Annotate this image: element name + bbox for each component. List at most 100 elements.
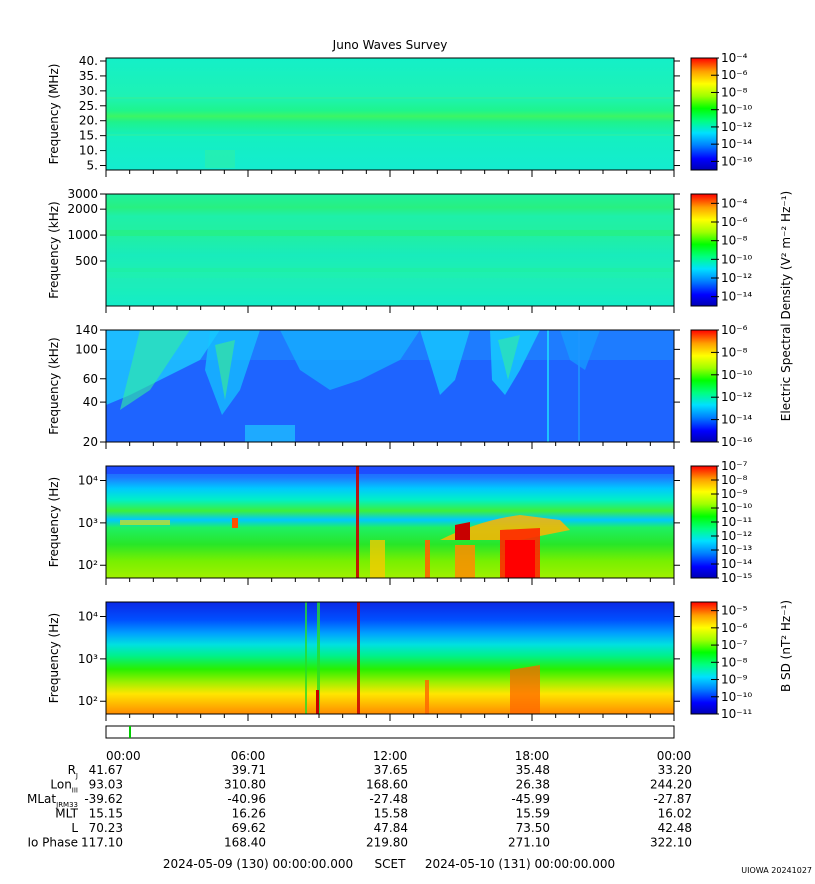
magnetic-colorbar-label: B SD (nT² Hz⁻¹) [779,600,793,692]
panel-medium-frequency [106,194,674,306]
ephemeris-row-label: MLT [55,807,78,821]
panel5-y-axis-label: Frequency (Hz) [47,613,61,704]
generated-axes: 5.10.15.20.25.30.35.40. Frequency (MHz) 10… [27,51,752,850]
ephemeris-value: 41.67 [89,763,123,777]
panel5-colorbar-tick-label: 10⁻⁸ [721,655,748,669]
panel5-colorbar-tick-label: 10⁻⁵ [721,604,748,618]
panel4-colorbar-tick-label: 10⁻⁹ [721,487,748,501]
panel1-y-tick-label: 20. [79,114,98,128]
time-label: 12:00 [373,749,408,763]
panel1-y-tick-label: 25. [79,99,98,113]
panel1-colorbar-tick-label: 10⁻¹⁶ [721,154,752,168]
panel4-y-tick-label: 10² [78,558,98,572]
panel1-y-tick-label: 5. [87,159,98,173]
ephemeris-row-label: L [71,821,78,835]
panel3-colorbar [690,329,718,443]
time-label: 06:00 [231,749,266,763]
panel3-features [106,330,674,442]
panel3-y-tick-label: 40 [83,395,98,409]
panel4-colorbar-tick-label: 10⁻¹⁵ [721,571,752,585]
panel1-colorbar-tick-label: 10⁻⁴ [721,51,748,65]
ephemeris-value: 15.15 [89,807,123,821]
panel1-colorbar-tick-label: 10⁻⁸ [721,85,748,99]
ephemeris-value: -45.99 [511,792,550,806]
panel4-colorbar-tick-label: 10⁻¹³ [721,543,752,557]
panel2-colorbar-tick-label: 10⁻¹⁴ [721,290,752,304]
panel3-colorbar-tick-label: 10⁻⁶ [721,323,748,337]
panel2-features [106,230,674,288]
time-label: 00:00 [106,749,141,763]
ephemeris-value: -40.96 [227,792,266,806]
ephemeris-value: 168.60 [366,778,408,792]
ephemeris-value: 16.26 [232,807,266,821]
panel2-y-tick-label: 1000 [67,228,98,242]
panel1-y-axis-label: Frequency (MHz) [47,64,61,165]
panel5-colorbar [690,601,718,715]
ephemeris-value: 70.23 [89,821,123,835]
panel-magnetic-hz [106,602,674,714]
chart-title: Juno Waves Survey [332,38,448,52]
ephemeris-value: -27.87 [653,792,692,806]
ephemeris-value: -39.62 [84,792,123,806]
panel4-colorbar-tick-label: 10⁻¹⁴ [721,557,752,571]
ephemeris-value: 47.84 [374,821,408,835]
time-label: 00:00 [657,749,692,763]
ephemeris-value: 42.48 [658,821,692,835]
panel-low-frequency-khz [106,330,674,442]
panel2-y-axis-label: Frequency (kHz) [47,201,61,298]
credit-label: UIOWA 20241027 [741,866,812,875]
ephemeris-value: 69.62 [232,821,266,835]
panel4-colorbar-tick-label: 10⁻⁸ [721,473,748,487]
panel2-colorbar-tick-label: 10⁻⁶ [721,215,748,229]
panel2-y-tick-label: 2000 [67,202,98,216]
panel1-y-tick-label: 40. [79,54,98,68]
panel3-colorbar-tick-label: 10⁻¹⁰ [721,368,752,382]
ephemeris-value: 35.48 [516,763,550,777]
panel5-colorbar-tick-label: 10⁻⁷ [721,638,748,652]
panel5-y-tick-label: 10⁴ [78,610,98,624]
ephemeris-value: 244.20 [650,778,692,792]
panel5-colorbar-tick-label: 10⁻⁹ [721,673,748,687]
panel5-y-tick-label: 10² [78,694,98,708]
panel2-colorbar-tick-label: 10⁻¹⁰ [721,252,752,266]
panel4-y-tick-label: 10⁴ [78,474,98,488]
panel3-y-tick-label: 20 [83,435,98,449]
ephemeris-value: 271.10 [508,836,550,850]
ephemeris-value: -27.48 [369,792,408,806]
electric-colorbar-label: Electric Spectral Density (V² m⁻² Hz⁻¹) [779,191,793,421]
panel2-spectrogram [106,194,674,306]
panel3-colorbar-tick-label: 10⁻¹² [721,390,752,404]
panel1-colorbar-tick-label: 10⁻¹⁰ [721,103,752,117]
time-position-bar [105,725,675,739]
ephemeris-row-label: LonIII [50,778,78,795]
time-range-start: 2024-05-09 (130) 00:00:00.000 [163,857,353,871]
time-range-label: SCET [375,857,407,871]
panel5-spectrogram [106,602,674,714]
ephemeris-value: 117.10 [81,836,123,850]
panel5-colorbar-tick-label: 10⁻⁶ [721,621,748,635]
ephemeris-value: 168.40 [224,836,266,850]
panel4-colorbar-tick-label: 10⁻⁷ [721,459,748,473]
ephemeris-value: 16.02 [658,807,692,821]
panel1-y-tick-label: 35. [79,69,98,83]
panel3-colorbar-tick-label: 10⁻⁸ [721,345,748,359]
panel4-spectrogram [106,466,674,578]
panel-electric-hz [106,466,674,578]
panel2-colorbar-tick-label: 10⁻⁸ [721,234,748,248]
panel1-colorbar-tick-label: 10⁻¹² [721,120,752,134]
panel1-colorbar [690,57,718,171]
panel5-colorbar-tick-label: 10⁻¹¹ [721,707,752,721]
panel4-y-axis-label: Frequency (Hz) [47,477,61,568]
panel4-colorbar-tick-label: 10⁻¹² [721,529,752,543]
panel2-colorbar [690,193,718,307]
panel3-colorbar-tick-label: 10⁻¹⁶ [721,435,752,449]
panel3-colorbar-tick-label: 10⁻¹⁴ [721,413,752,427]
time-position-marker [129,726,131,738]
ephemeris-row-label: Io Phase [27,836,78,850]
ephemeris-row-label: MLatJRM33 [27,792,78,809]
ephemeris-value: 310.80 [224,778,266,792]
panel3-y-tick-label: 140 [75,323,98,337]
panel5-features [305,602,540,714]
